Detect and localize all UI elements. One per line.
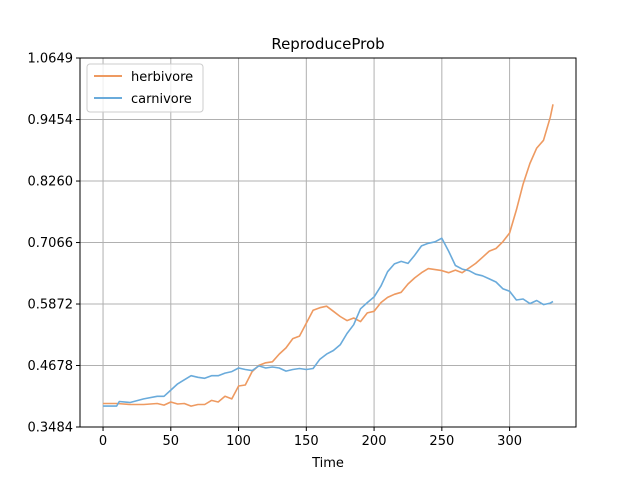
legend: herbivore carnivore bbox=[86, 63, 204, 113]
x-tick-label: 300 bbox=[497, 434, 522, 449]
x-tick-label: 100 bbox=[226, 434, 251, 449]
y-tick-label: 0.7066 bbox=[28, 236, 74, 251]
x-tick-label: 250 bbox=[429, 434, 454, 449]
x-tick-label: 50 bbox=[163, 434, 180, 449]
x-tick-label: 0 bbox=[99, 434, 107, 449]
x-tick-label: 200 bbox=[362, 434, 387, 449]
y-tick-label: 0.4678 bbox=[28, 359, 74, 374]
legend-label-herbivore: herbivore bbox=[131, 70, 193, 85]
series-lines bbox=[103, 104, 554, 407]
x-axis-ticks: 0 50 100 150 200 250 300 bbox=[99, 427, 522, 449]
y-axis-ticks: 0.3484 0.4678 0.5872 0.7066 0.8260 0.9454 1.06… bbox=[28, 52, 80, 436]
x-axis-label: Time bbox=[311, 456, 344, 471]
series-line-carnivore bbox=[103, 237, 554, 407]
series-line-herbivore bbox=[103, 104, 554, 407]
x-tick-label: 150 bbox=[294, 434, 319, 449]
y-tick-label: 1.0649 bbox=[28, 52, 74, 67]
y-tick-label: 0.5872 bbox=[28, 298, 74, 313]
y-tick-label: 0.9454 bbox=[28, 113, 74, 128]
chart-title: ReproduceProb bbox=[271, 35, 384, 53]
legend-label-carnivore: carnivore bbox=[131, 92, 192, 107]
y-tick-label: 0.8260 bbox=[28, 175, 74, 190]
y-tick-label: 0.3484 bbox=[28, 421, 74, 436]
